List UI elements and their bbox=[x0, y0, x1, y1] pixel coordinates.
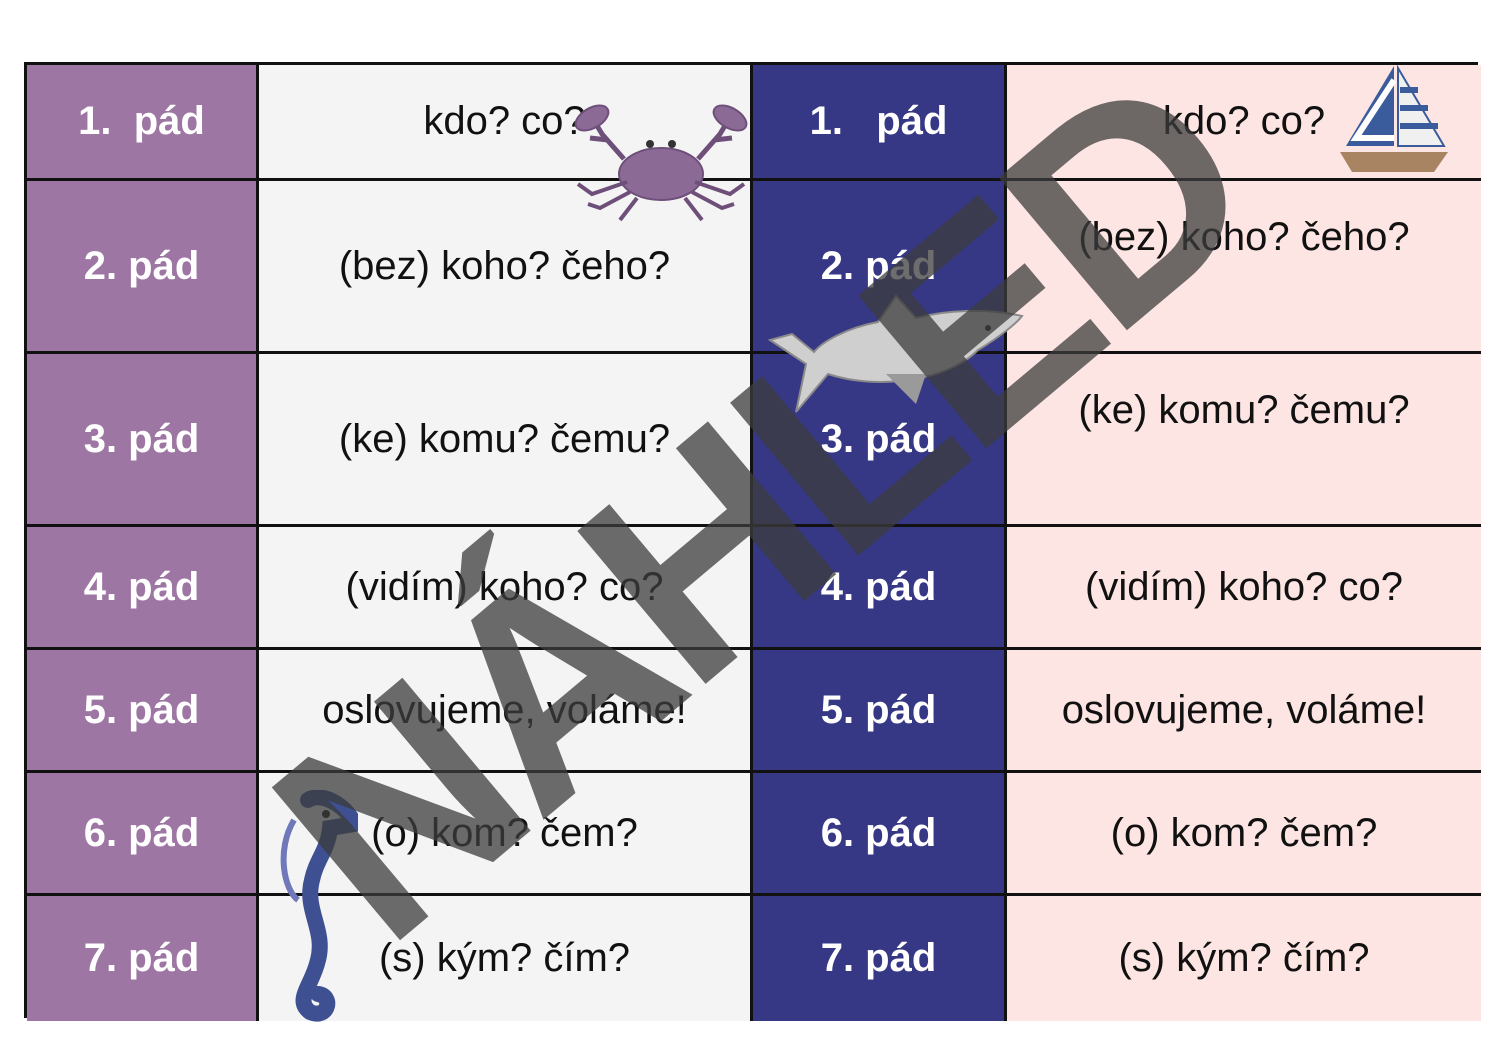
left-case-label-3: 3. pád bbox=[27, 354, 259, 527]
case-question: (ke) komu? čemu? bbox=[338, 416, 671, 461]
left-case-question-6: (o) kom? čem? bbox=[259, 773, 753, 896]
left-case-question-5: oslovujeme, voláme! bbox=[259, 650, 753, 773]
case-question: (bez) koho? čeho? bbox=[1078, 215, 1410, 259]
case-label: 6. pád bbox=[820, 810, 937, 855]
case-question: oslovujeme, voláme! bbox=[322, 687, 687, 732]
left-case-question-2: (bez) koho? čeho? bbox=[259, 181, 753, 354]
case-label: 5. pád bbox=[83, 687, 200, 732]
right-case-label-1: 1. pád bbox=[753, 65, 1007, 181]
left-case-label-7: 7. pád bbox=[27, 896, 259, 1021]
case-label: 1. pád bbox=[809, 99, 948, 143]
seahorse-illustration bbox=[280, 790, 358, 1022]
left-case-label-4: 4. pád bbox=[27, 527, 259, 650]
case-label: 1. pád bbox=[78, 99, 205, 143]
left-case-label-5: 5. pád bbox=[27, 650, 259, 773]
case-question: (o) kom? čem? bbox=[371, 810, 638, 855]
case-label: 6. pád bbox=[83, 810, 200, 855]
right-case-label-6: 6. pád bbox=[753, 773, 1007, 896]
case-label: 3. pád bbox=[83, 416, 200, 461]
case-question: oslovujeme, voláme! bbox=[1061, 687, 1427, 732]
case-question: (s) kým? čím? bbox=[378, 936, 631, 980]
left-case-question-4: (vidím) koho? co? bbox=[259, 527, 753, 650]
shark-illustration bbox=[767, 294, 1024, 413]
left-case-question-3: (ke) komu? čemu? bbox=[259, 354, 753, 527]
case-question: (o) kom? čem? bbox=[1110, 810, 1378, 855]
right-case-question-6: (o) kom? čem? bbox=[1007, 773, 1481, 896]
left-case-question-1: kdo? co? bbox=[259, 65, 753, 181]
case-question: (s) kým? čím? bbox=[1118, 936, 1370, 980]
right-case-question-3: (ke) komu? čemu? bbox=[1007, 354, 1481, 527]
case-label: 3. pád bbox=[820, 416, 937, 461]
case-question: (ke) komu? čemu? bbox=[1078, 388, 1410, 432]
right-case-question-4: (vidím) koho? co? bbox=[1007, 527, 1481, 650]
right-case-label-7: 7. pád bbox=[753, 896, 1007, 1021]
case-label: 7. pád bbox=[83, 936, 200, 980]
right-case-question-7: (s) kým? čím? bbox=[1007, 896, 1481, 1021]
cases-table: 1. pád kdo? co? 1. pád kdo? co? 2. pád (… bbox=[24, 62, 1481, 1021]
case-question: (vidím) koho? co? bbox=[345, 564, 664, 609]
right-case-label-5: 5. pád bbox=[753, 650, 1007, 773]
case-question: kdo? co? bbox=[1162, 99, 1326, 143]
case-label: 2. pád bbox=[83, 243, 200, 288]
case-label: 4. pád bbox=[820, 564, 937, 609]
case-label: 4. pád bbox=[83, 564, 200, 609]
left-case-label-6: 6. pád bbox=[27, 773, 259, 896]
right-case-label-4: 4. pád bbox=[753, 527, 1007, 650]
case-label: 5. pád bbox=[820, 687, 937, 732]
case-label: 7. pád bbox=[820, 936, 937, 980]
crab-illustration bbox=[574, 104, 748, 222]
left-case-question-7: (s) kým? čím? bbox=[259, 896, 753, 1021]
case-label: 2. pád bbox=[820, 243, 937, 288]
sailboat-illustration bbox=[1340, 64, 1448, 172]
left-case-label-2: 2. pád bbox=[27, 181, 259, 354]
right-case-question-2: (bez) koho? čeho? bbox=[1007, 181, 1481, 354]
case-question: (bez) koho? čeho? bbox=[338, 243, 671, 288]
right-case-question-5: oslovujeme, voláme! bbox=[1007, 650, 1481, 773]
case-question: (vidím) koho? co? bbox=[1085, 564, 1403, 609]
left-case-label-1: 1. pád bbox=[27, 65, 259, 181]
case-question: kdo? co? bbox=[423, 99, 586, 143]
